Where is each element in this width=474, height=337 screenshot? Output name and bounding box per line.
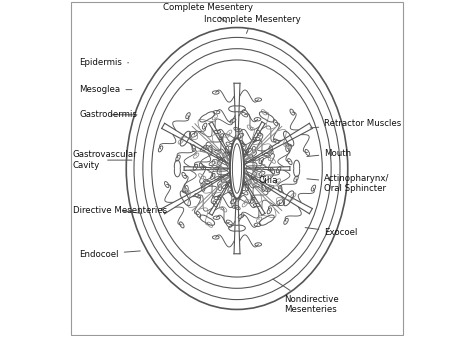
Text: Exocoel: Exocoel bbox=[305, 227, 358, 237]
Text: Directive Mesenteries: Directive Mesenteries bbox=[73, 206, 167, 215]
Text: Gastrodermis: Gastrodermis bbox=[79, 110, 137, 119]
Text: Mesoglea: Mesoglea bbox=[79, 85, 132, 94]
Text: Incomplete Mesentery: Incomplete Mesentery bbox=[204, 15, 301, 33]
Ellipse shape bbox=[230, 138, 244, 199]
Text: Cilia: Cilia bbox=[252, 176, 278, 185]
Text: Retractor Muscles: Retractor Muscles bbox=[310, 119, 401, 128]
Text: Mouth: Mouth bbox=[307, 149, 351, 158]
Text: Nondirective
Mesenteries: Nondirective Mesenteries bbox=[273, 279, 339, 314]
Text: Actinopharynx/
Oral Sphincter: Actinopharynx/ Oral Sphincter bbox=[307, 174, 390, 193]
Text: Epidermis: Epidermis bbox=[79, 58, 128, 67]
Text: Gastrovascular
Cavity: Gastrovascular Cavity bbox=[73, 150, 137, 170]
Text: Endocoel: Endocoel bbox=[79, 250, 140, 258]
Text: Complete Mesentery: Complete Mesentery bbox=[164, 3, 254, 23]
